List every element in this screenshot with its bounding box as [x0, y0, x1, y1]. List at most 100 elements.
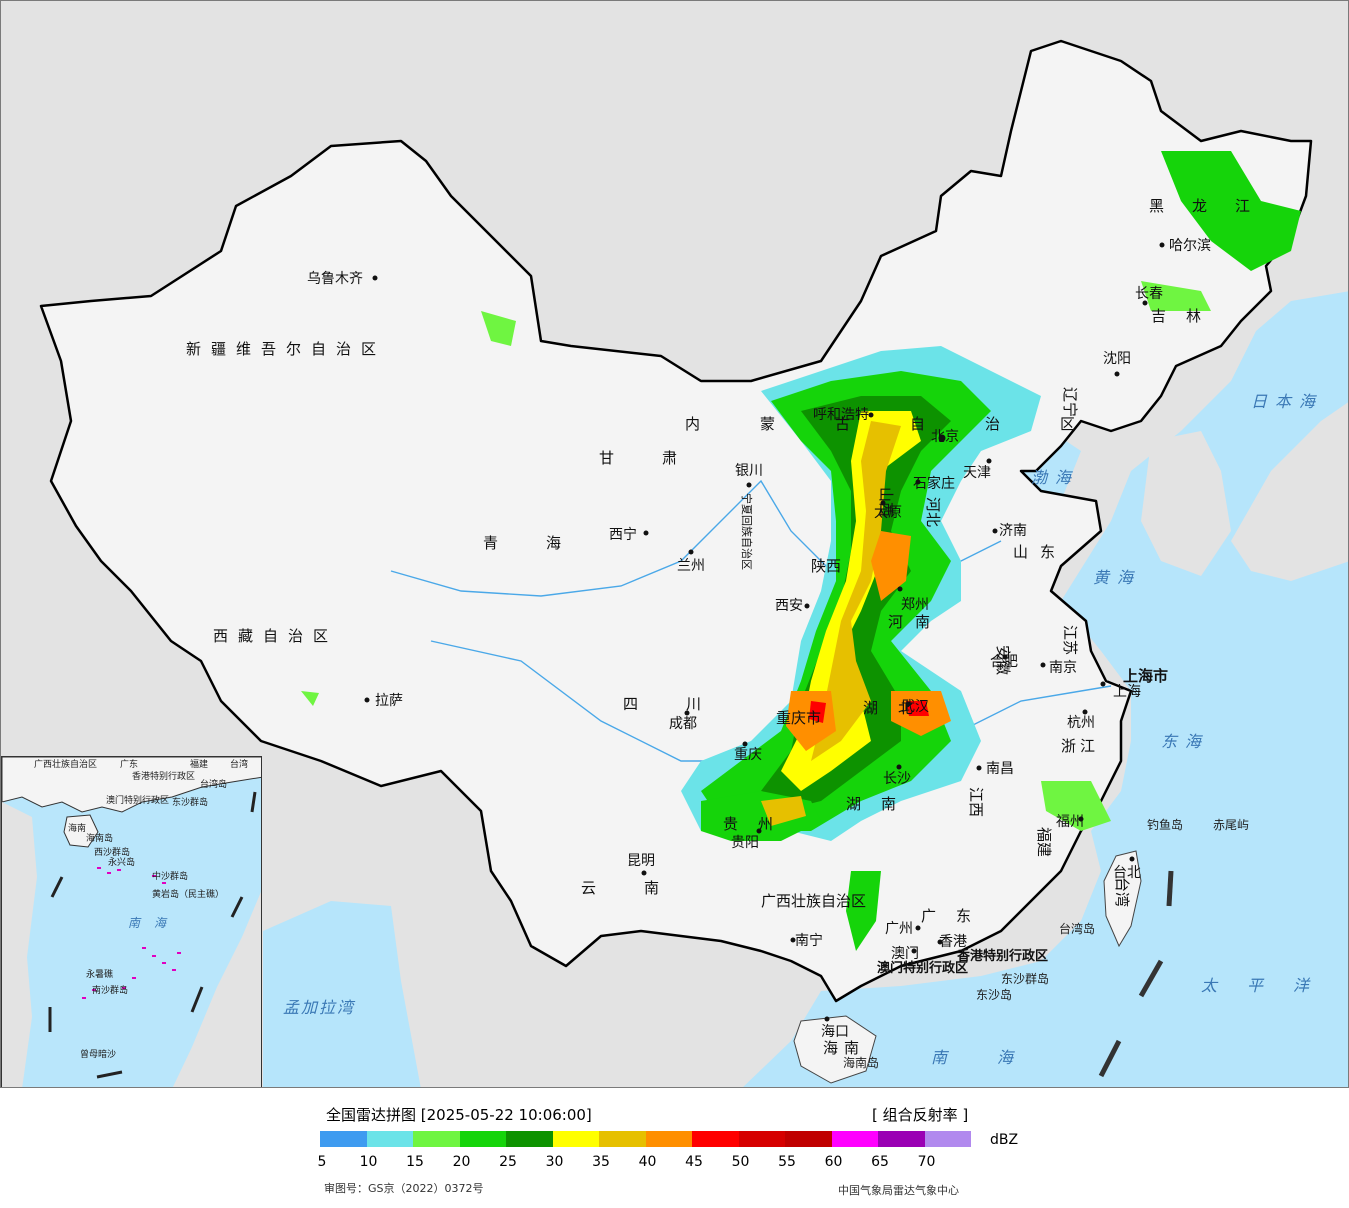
legend-tick: 55: [778, 1154, 796, 1170]
province-label: 湖北: [863, 699, 933, 717]
radar-map[interactable]: 新疆维吾尔自治区 西藏自治区 青海 甘肃 内蒙古自治区 宁夏回族自治区 陕西 山…: [0, 0, 1349, 1088]
color-swatch: [366, 1131, 413, 1147]
legend-tick: 60: [824, 1154, 843, 1170]
city-label: 兰州: [677, 558, 705, 574]
inset-dash: [48, 791, 257, 1079]
legend: 全国雷达拼图 [2025-05-22 10:06:00] [ 组合反射率 ] d…: [0, 1088, 1349, 1208]
legend-tick: 70: [917, 1154, 936, 1170]
inset-label: 海南: [68, 822, 86, 834]
inset-label: 曾母暗沙: [80, 1048, 116, 1060]
city-label: 昆明: [627, 853, 655, 869]
inset-label: 台湾岛: [200, 778, 227, 790]
korea-land: [1141, 431, 1231, 576]
inset-label: 黄岩岛（民主礁）: [152, 888, 224, 900]
inset-label: 西沙群岛: [94, 846, 130, 858]
legend-tick: 40: [638, 1154, 657, 1170]
province-label: 贵州: [723, 815, 793, 833]
inset-reefs: [82, 867, 181, 999]
city-label: 郑州: [901, 597, 929, 613]
color-swatch: [878, 1131, 925, 1147]
legend-tick: 30: [545, 1154, 564, 1170]
credit-text: 中国气象局雷达气象中心: [838, 1184, 959, 1197]
province-label: 黑龙江: [1149, 197, 1278, 215]
city-label: 太原: [874, 505, 902, 521]
province-label: 吉林: [1151, 307, 1221, 325]
province-label: 河北: [924, 497, 942, 527]
city-label: 长沙: [883, 771, 911, 787]
inset-label: 广东: [120, 758, 138, 770]
province-label: 福建: [1035, 827, 1053, 857]
taiwan-island: [1103, 850, 1142, 948]
city-label: 上海: [1113, 684, 1141, 700]
city-label: 南京: [1049, 660, 1077, 676]
nine-dash-line: [1098, 870, 1174, 1078]
city-label: 南昌: [986, 761, 1014, 777]
color-swatch: [599, 1131, 646, 1147]
legend-unit: dBZ: [990, 1132, 1019, 1148]
color-scale-bar: [320, 1131, 971, 1147]
inset-label: 福建: [190, 758, 208, 770]
island-label: 东沙群岛: [1001, 971, 1049, 986]
inset-label: 永兴岛: [108, 856, 135, 868]
province-label: 湖南: [846, 795, 916, 813]
island-label: 海南岛: [843, 1055, 879, 1070]
province-label: 上海市: [1123, 667, 1168, 685]
province-label: 四川: [623, 695, 749, 713]
city-label: 合肥: [990, 654, 1018, 670]
city-label: 长春: [1135, 286, 1163, 302]
color-swatch: [692, 1131, 739, 1147]
city-label: 香港: [939, 934, 967, 950]
city-label: 拉萨: [375, 693, 403, 709]
sar-label: 香港特别行政区: [956, 948, 1048, 964]
color-swatch: [645, 1131, 692, 1147]
city-label: 南宁: [795, 932, 823, 949]
inset-label: 广西壮族自治区: [34, 758, 97, 770]
province-label: 广西壮族自治区: [761, 892, 866, 910]
legend-tick: 45: [685, 1154, 703, 1170]
sea-label: 渤海: [1031, 468, 1079, 487]
city-label: 杭州: [1067, 715, 1095, 731]
color-swatch: [506, 1131, 553, 1147]
inset-label: 澳门特别行政区: [106, 794, 169, 806]
city-label: 济南: [999, 523, 1027, 539]
city-label: 西宁: [609, 526, 637, 543]
province-label: 甘肃: [599, 449, 725, 467]
legend-product: [ 组合反射率 ]: [872, 1106, 969, 1124]
island-label: 赤尾屿: [1213, 818, 1249, 832]
inset-label: 香港特别行政区: [132, 770, 195, 782]
city-label: 呼和浩特: [813, 407, 869, 423]
color-swatch: [320, 1131, 367, 1147]
color-swatch: [552, 1131, 599, 1147]
city-label: 天津: [963, 465, 991, 481]
sea-label: 东海: [1161, 732, 1209, 751]
island-label: 东沙岛: [976, 987, 1012, 1002]
province-label: 内蒙古自治区: [685, 415, 1135, 433]
bay-of-bengal: [263, 901, 421, 1087]
color-swatch: [413, 1131, 460, 1147]
province-label: 广东: [921, 907, 991, 925]
city-label: 台北: [1113, 865, 1141, 881]
province-label: 海南: [823, 1039, 865, 1057]
inset-label: 东沙群岛: [172, 796, 208, 808]
province-label: 江苏: [1061, 625, 1079, 655]
color-swatch: [738, 1131, 785, 1147]
map-approval-number: 审图号：GS京（2022）0372号: [324, 1182, 484, 1195]
province-label: 山东: [1013, 543, 1067, 561]
legend-tick: 65: [871, 1154, 889, 1170]
province-label: 云南: [581, 879, 707, 897]
city-label: 哈尔滨: [1169, 238, 1211, 254]
legend-title: 全国雷达拼图 [2025-05-22 10:06:00]: [326, 1106, 592, 1124]
island-label: 台湾岛: [1059, 921, 1095, 936]
color-swatch: [831, 1131, 878, 1147]
city-label: 福州: [1056, 814, 1084, 830]
province-label: 台湾: [1113, 877, 1131, 907]
city-label: 澳门: [891, 946, 919, 962]
legend-tick: 10: [359, 1154, 378, 1170]
city-label: 成都: [669, 716, 697, 732]
south-china-sea-inset: 广西壮族自治区 广东 福建 台湾 香港特别行政区 台湾岛 澳门特别行政区 东沙群…: [1, 756, 262, 1087]
province-label: 山西: [877, 487, 895, 517]
province-label: 重庆市: [776, 709, 821, 727]
province-label: 安徽: [994, 645, 1012, 675]
color-swatch: [785, 1131, 832, 1147]
city-label: 海口: [821, 1024, 849, 1040]
